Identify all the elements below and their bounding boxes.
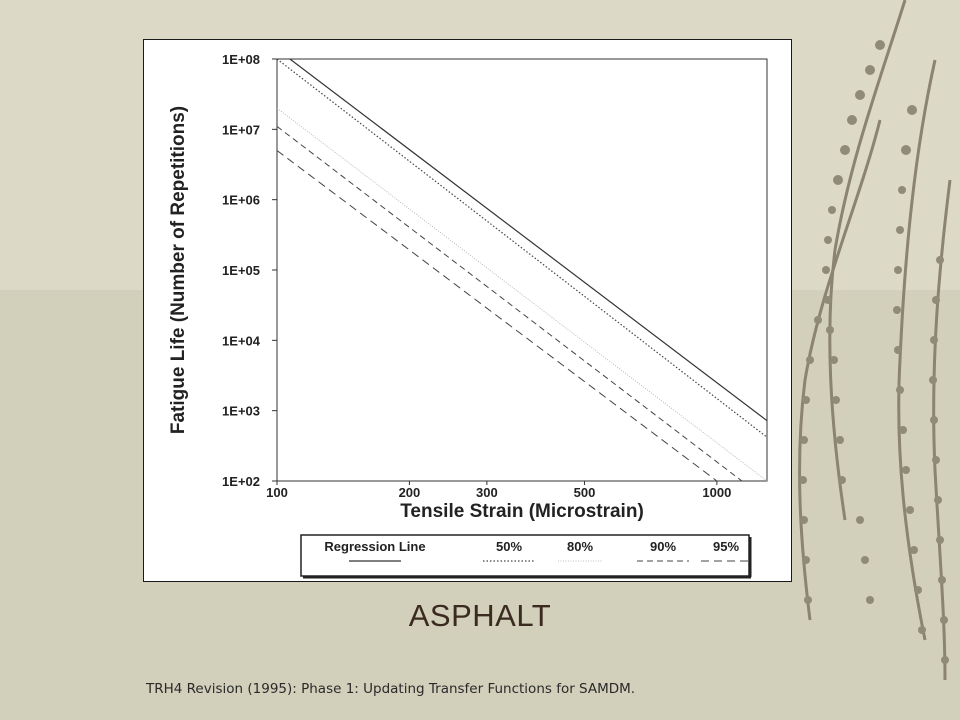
source-citation: TRH4 Revision (1995): Phase 1: Updating … xyxy=(146,681,636,697)
series-line-regression-line xyxy=(289,59,767,422)
x-tick-label: 200 xyxy=(399,485,421,500)
series-line-90 xyxy=(277,126,743,481)
chart-frame: Fatigue Life (Number of Repetitions) Ten… xyxy=(143,39,792,582)
y-tick-labels: 1E+02 1E+03 1E+04 1E+05 1E+06 1E+07 1E+08 xyxy=(222,52,277,489)
legend-label: 50% xyxy=(496,539,522,554)
willow-leaves-decoration xyxy=(799,40,949,664)
legend: Regression Line 50% 80% 90% 95% xyxy=(300,534,752,579)
x-tick-label: 500 xyxy=(574,485,596,500)
series-line-50 xyxy=(277,59,767,438)
x-tick-label: 300 xyxy=(476,485,498,500)
x-tick-labels: 100 200 300 500 1000 xyxy=(266,481,731,500)
legend-label: Regression Line xyxy=(324,539,425,554)
y-tick-label: 1E+07 xyxy=(222,122,260,137)
y-tick-label: 1E+03 xyxy=(222,404,260,419)
series-line-80 xyxy=(277,107,767,481)
fatigue-chart: Fatigue Life (Number of Repetitions) Ten… xyxy=(168,52,768,579)
y-tick-label: 1E+05 xyxy=(222,263,260,278)
y-tick-label: 1E+02 xyxy=(222,474,260,489)
legend-label: 80% xyxy=(567,539,593,554)
slide-title: ASPHALT xyxy=(408,598,552,633)
y-tick-label: 1E+08 xyxy=(222,52,260,67)
x-tick-label: 100 xyxy=(266,485,288,500)
x-axis-label: Tensile Strain (Microstrain) xyxy=(400,501,644,522)
legend-label: 95% xyxy=(713,539,739,554)
series-lines xyxy=(277,59,767,481)
legend-label: 90% xyxy=(650,539,676,554)
y-axis-label: Fatigue Life (Number of Repetitions) xyxy=(168,106,189,434)
series-line-95 xyxy=(277,150,718,481)
plot-area xyxy=(276,58,768,482)
y-tick-label: 1E+04 xyxy=(222,333,261,348)
y-tick-label: 1E+06 xyxy=(222,193,260,208)
x-tick-label: 1000 xyxy=(702,485,731,500)
